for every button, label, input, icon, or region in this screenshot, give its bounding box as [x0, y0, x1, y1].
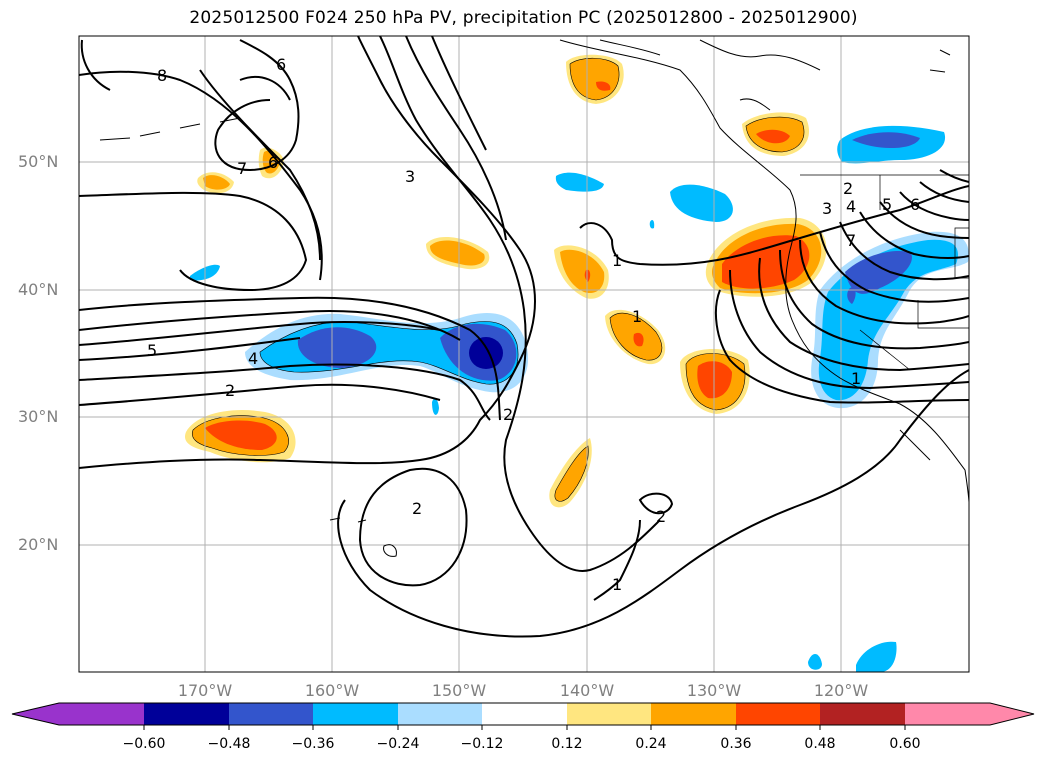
contour-label: 1: [612, 575, 622, 594]
contour-label: 2: [503, 405, 513, 424]
contour-label: 5: [882, 195, 892, 214]
contour-label: 7: [846, 231, 856, 250]
colorbar-swatch: [229, 703, 313, 725]
colorbar-swatch: [313, 703, 398, 725]
contour-label: 7: [237, 159, 247, 178]
map-frame: [78, 35, 970, 673]
colorbar-swatch: [567, 703, 651, 725]
coastlines: [99, 39, 969, 557]
colorbar-tick-label: 0.48: [804, 736, 836, 752]
colorbar-swatch: [820, 703, 905, 725]
borders: [800, 174, 969, 371]
lon-label-130w: 130°W: [686, 681, 742, 700]
colorbar: [11, 702, 1035, 730]
colorbar-tick-label: −0.24: [376, 736, 420, 752]
colorbar-extend-high: [990, 703, 1034, 725]
precipitation-shading: [185, 54, 969, 672]
map-title: 2025012500 F024 250 hPa PV, precipitatio…: [189, 8, 858, 28]
contour-label: 4: [248, 349, 258, 368]
lat-label-30n: 30°N: [18, 407, 59, 426]
contour-label: 4: [846, 197, 856, 216]
contour-label: 6: [276, 55, 286, 74]
contour-label: 2: [843, 179, 853, 198]
graticule: [79, 36, 969, 672]
colorbar-tick-label: −0.12: [460, 736, 504, 752]
contour-label: 2: [656, 507, 666, 526]
colorbar-swatch: [59, 703, 144, 725]
contour-label: 1: [632, 307, 642, 326]
contour-label: 8: [157, 66, 167, 85]
pv-contours: [79, 36, 969, 638]
colorbar-swatch: [398, 703, 482, 725]
colorbar-tick-label: 0.60: [889, 736, 921, 752]
colorbar-outline: [11, 702, 1035, 726]
colorbar-tick-label: −0.60: [122, 736, 166, 752]
contour-label: 6: [268, 153, 278, 172]
colorbar-tick-label: −0.36: [291, 736, 335, 752]
lon-label-170w: 170°W: [177, 681, 233, 700]
contour-label: 5: [147, 341, 157, 360]
colorbar-swatch: [482, 703, 567, 725]
lon-label-120w: 120°W: [813, 681, 869, 700]
colorbar-tick-label: −0.48: [207, 736, 251, 752]
lat-label-20n: 20°N: [18, 535, 59, 554]
colorbar-swatch: [651, 703, 736, 725]
contour-label: 2: [412, 499, 422, 518]
lat-label-50n: 50°N: [18, 152, 59, 171]
lon-label-160w: 160°W: [304, 681, 360, 700]
colorbar-swatch: [905, 703, 990, 725]
colorbar-tick-label: 0.24: [635, 736, 667, 752]
contour-label: 3: [405, 167, 415, 186]
colorbar-extend-low: [12, 703, 59, 725]
colorbar-tick-label: 0.12: [551, 736, 583, 752]
contour-label: 1: [851, 369, 861, 388]
contour-label: 1: [612, 251, 622, 270]
colorbar-tick-label: 0.36: [720, 736, 752, 752]
lon-label-150w: 150°W: [431, 681, 487, 700]
contour-label: 3: [822, 199, 832, 218]
lat-label-40n: 40°N: [18, 280, 59, 299]
contour-label: 6: [910, 195, 920, 214]
lon-label-140w: 140°W: [559, 681, 615, 700]
colorbar-swatch: [736, 703, 820, 725]
pv-contour-labels: 8 6 7 6 3 5 4 2 2 1 1 2 2 1 2 3 4 5 6 7 …: [147, 55, 920, 594]
contour-label: 2: [225, 381, 235, 400]
colorbar-swatch: [144, 703, 229, 725]
